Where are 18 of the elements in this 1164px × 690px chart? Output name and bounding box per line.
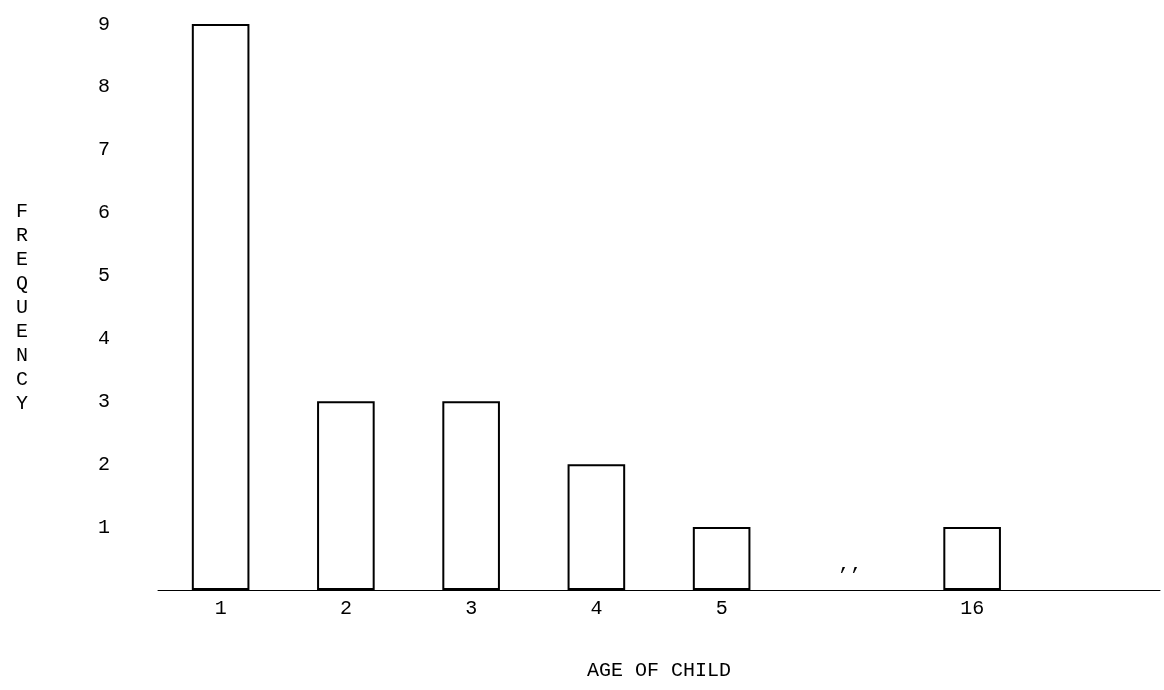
annotation: ’’: [836, 564, 861, 588]
text: FREQUENCY: [15, 199, 28, 415]
x-tick-label: 5: [715, 596, 728, 620]
y-tick-label: 9: [98, 12, 111, 36]
y-tick-label: 6: [98, 201, 111, 225]
y-tick-label: 3: [98, 389, 111, 413]
x-tick-label: 1: [214, 596, 227, 620]
x-tick-label: 4: [590, 596, 603, 620]
x-tick-label: 3: [465, 596, 478, 620]
x-axis-title: AGE OF CHILD: [586, 658, 732, 682]
y-tick-label: 1: [98, 515, 111, 539]
y-tick-label: 5: [98, 264, 111, 288]
x-tick-label: 16: [960, 596, 985, 620]
y-tick-label: 8: [98, 75, 111, 99]
y-tick-label: 2: [98, 452, 111, 476]
x-tick-label: 2: [339, 596, 352, 620]
y-tick-label: 7: [98, 138, 111, 162]
y-tick-label: 4: [98, 326, 111, 350]
